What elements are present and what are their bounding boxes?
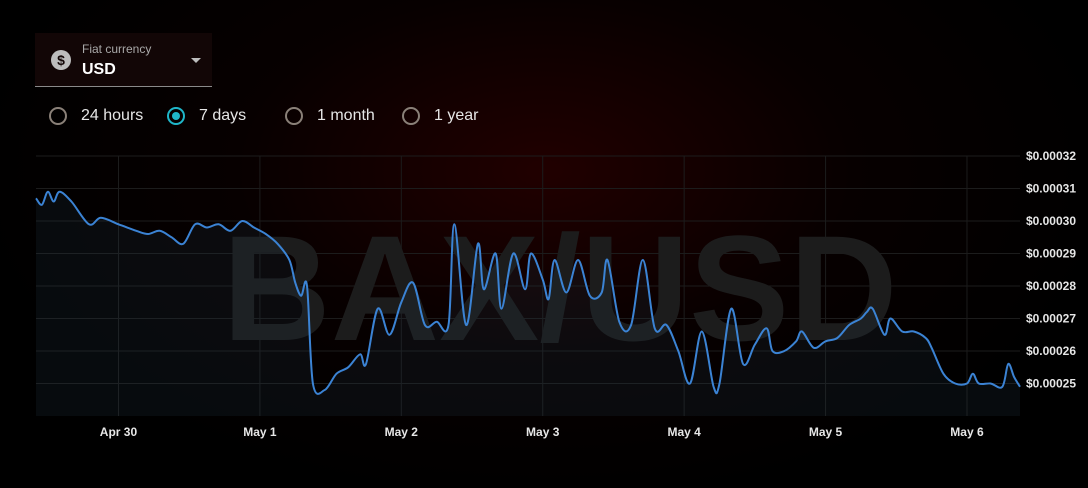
x-tick-label: May 3 xyxy=(526,425,560,439)
range-label-1-month: 1 month xyxy=(317,107,375,124)
y-tick-label: $0.00031 xyxy=(1026,182,1076,196)
y-tick-label: $0.00028 xyxy=(1026,279,1076,293)
radio-1-month[interactable] xyxy=(285,107,303,125)
y-tick-label: $0.00025 xyxy=(1026,377,1076,391)
range-option-1-month[interactable]: 1 month xyxy=(285,105,375,127)
y-axis-labels: $0.00025 $0.00026 $0.00027 $0.00028 $0.00029… xyxy=(1026,149,1076,391)
fiat-currency-value: USD xyxy=(82,61,116,78)
chart-watermark: BAX/USD xyxy=(222,204,897,372)
y-tick-label: $0.00032 xyxy=(1026,149,1076,163)
x-tick-label: May 5 xyxy=(809,425,843,439)
y-tick-label: $0.00029 xyxy=(1026,247,1076,261)
radio-1-year[interactable] xyxy=(402,107,420,125)
range-option-7-days[interactable]: 7 days xyxy=(167,105,246,127)
radio-7-days[interactable] xyxy=(167,107,185,125)
x-tick-label: May 4 xyxy=(667,425,701,439)
chart-grid xyxy=(36,155,1020,416)
range-label-24-hours: 24 hours xyxy=(81,107,144,124)
range-option-24-hours[interactable]: 24 hours xyxy=(49,105,143,127)
y-tick-label: $0.00030 xyxy=(1026,214,1076,228)
range-label-7-days: 7 days xyxy=(199,107,247,124)
y-tick-label: $0.00027 xyxy=(1026,312,1076,326)
fiat-currency-select[interactable]: $ Fiat currency USD xyxy=(35,33,212,87)
x-tick-label: Apr 30 xyxy=(100,425,138,439)
dollar-icon: $ xyxy=(51,50,71,70)
chevron-down-icon[interactable] xyxy=(191,58,201,63)
x-tick-label: May 2 xyxy=(385,425,419,439)
radio-24-hours[interactable] xyxy=(49,107,67,125)
x-tick-label: May 6 xyxy=(950,425,984,439)
range-label-1-year: 1 year xyxy=(434,107,479,124)
price-area xyxy=(36,191,1020,416)
fiat-currency-label: Fiat currency xyxy=(82,42,152,56)
range-option-1-year[interactable]: 1 year xyxy=(402,105,478,127)
x-axis-labels: Apr 30 May 1 May 2 May 3 May 4 May 5 May 6 xyxy=(100,425,984,439)
x-tick-label: May 1 xyxy=(243,425,277,439)
price-line xyxy=(35,190,1021,395)
y-tick-label: $0.00026 xyxy=(1026,344,1076,358)
price-chart: BAX/USD $0.00025 $0.00026 $0.00027 $0.00028… xyxy=(35,149,1076,439)
